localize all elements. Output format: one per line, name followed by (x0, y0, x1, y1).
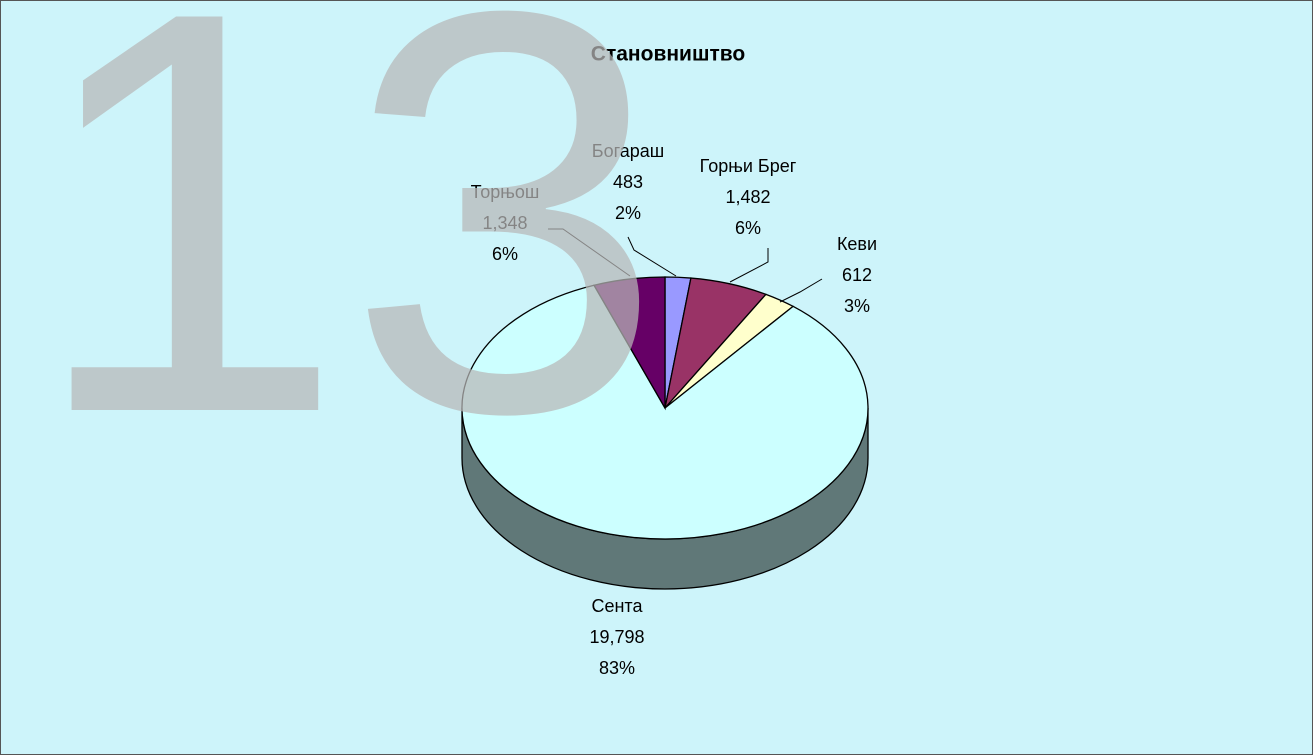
chart-title: Становништво (591, 43, 745, 66)
label-value: 612 (842, 265, 872, 285)
leader-line (627, 236, 677, 277)
labels: Богараш 483 2% Горњи Брег 1,482 6% Кеви 612 3% Се… (471, 141, 877, 678)
slice (461, 284, 869, 540)
label-value: 1,348 (482, 213, 527, 233)
label-percent: 83% (599, 658, 635, 678)
label-name: Сента (591, 596, 643, 616)
leader-line (779, 278, 823, 303)
label-value: 19,798 (589, 627, 644, 647)
label-percent: 2% (615, 203, 641, 223)
pie (461, 276, 869, 590)
watermark: 13 (28, 0, 664, 532)
label-name: Торњош (471, 182, 540, 202)
label-percent: 3% (844, 296, 870, 316)
label-name: Кеви (837, 234, 877, 254)
leader-line (548, 228, 631, 277)
slice (593, 276, 666, 411)
label-percent: 6% (735, 218, 761, 238)
label-name: Богараш (592, 141, 664, 161)
label-value: 1,482 (725, 187, 770, 207)
leader-line (729, 248, 769, 283)
label-name: Горњи Брег (700, 156, 797, 176)
label-value: 483 (613, 172, 643, 192)
label-percent: 6% (492, 244, 518, 264)
